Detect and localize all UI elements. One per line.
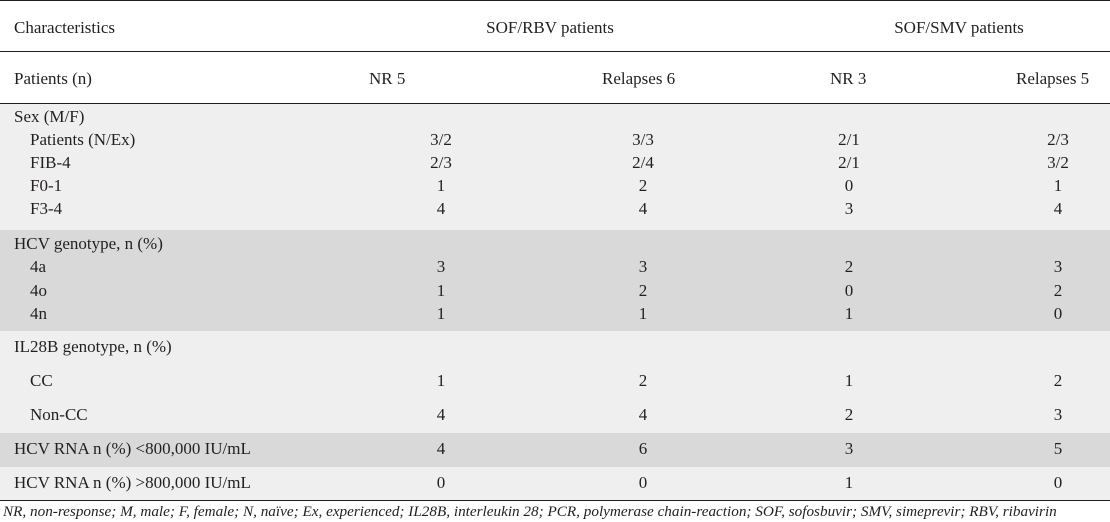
cell-value: 1 [436,176,446,195]
table-footnote: NR, non-response; M, male; F, female; N,… [3,503,1057,520]
subheader-col-nr-sof-rbv: NR 5 [369,69,406,88]
subheader-rule [0,103,1110,104]
section-band-sex [0,104,1110,230]
section-title-text: Sex (M/F) [14,107,85,126]
cell-value: 5 [1053,439,1063,458]
cell-value: 4 [436,405,446,424]
cell-value: 1 [844,473,854,492]
cell-value: 2/1 [838,130,860,149]
cell-value: 4 [436,199,446,218]
cell-value: 2 [638,176,648,195]
row-label: F0-1 [30,176,63,195]
cell-value: 3 [1053,405,1063,424]
cell-value: 3 [844,199,854,218]
section-band-hcv-genotype [0,230,1110,331]
row-label: Non-CC [30,405,88,424]
cell-value: 4 [638,199,648,218]
cell-value: 1 [436,281,446,300]
row-label: HCV RNA n (%) >800,000 IU/mL [14,473,251,492]
cell-value: 4 [1053,199,1063,218]
cell-value: 3/2 [1047,153,1069,172]
cell-value: 1 [844,304,854,323]
section-title-text: IL28B genotype, n (%) [14,337,172,356]
cell-value: 2 [1053,281,1063,300]
cell-value: 3 [1053,257,1063,276]
cell-value: 0 [844,281,854,300]
cell-value: 0 [844,176,854,195]
cell-value: 3 [638,257,648,276]
row-label: 4o [30,281,47,300]
band-hcv-rna-low [0,433,1110,467]
section-title-text: HCV genotype, n (%) [14,234,163,253]
cell-value: 1 [436,304,446,323]
cell-value: 1 [638,304,648,323]
cell-value: 0 [638,473,648,492]
header-sof-rbv-patients: SOF/RBV patients [486,18,614,37]
cell-value: 2/3 [1047,130,1069,149]
row-label: Patients (N/Ex) [30,130,136,149]
subheader-patients-label: Patients (n) [14,69,92,88]
cell-value: 2 [1053,371,1063,390]
cell-value: 1 [844,371,854,390]
cell-value: 6 [638,439,648,458]
cell-value: 2 [638,371,648,390]
cell-value: 2 [844,257,854,276]
cell-value: 2/4 [632,153,654,172]
cell-value: 1 [1053,176,1063,195]
cell-value: 3/2 [430,130,452,149]
cell-value: 2/1 [838,153,860,172]
cell-value: 2 [844,405,854,424]
cell-value: 0 [436,473,446,492]
cell-value: 2 [638,281,648,300]
bottom-rule [0,500,1110,501]
header-sof-smv-patients: SOF/SMV patients [894,18,1024,37]
cell-value: 3/3 [632,130,654,149]
subheader-col-relapses-sof-smv: Relapses 5 [1016,69,1090,88]
subheader-col-nr-sof-smv: NR 3 [830,69,867,88]
row-label: FIB-4 [30,153,71,172]
cell-value: 4 [638,405,648,424]
cell-value: 4 [436,439,446,458]
row-label: 4a [30,257,47,276]
row-label: CC [30,371,53,390]
header-rule [0,51,1110,52]
cell-value: 0 [1053,304,1063,323]
subheader-col-relapses-sof-rbv: Relapses 6 [602,69,676,88]
row-label: HCV RNA n (%) <800,000 IU/mL [14,439,251,458]
row-label: F3-4 [30,199,63,218]
cell-value: 1 [436,371,446,390]
band-hcv-rna-high [0,467,1110,501]
row-label: 4n [30,304,47,323]
cell-value: 2/3 [430,153,452,172]
header-characteristics: Characteristics [14,18,116,37]
cell-value: 3 [436,257,446,276]
top-rule [0,0,1110,1]
cell-value: 0 [1053,473,1063,492]
section-band-il28b [0,331,1110,433]
cell-value: 3 [844,439,854,458]
